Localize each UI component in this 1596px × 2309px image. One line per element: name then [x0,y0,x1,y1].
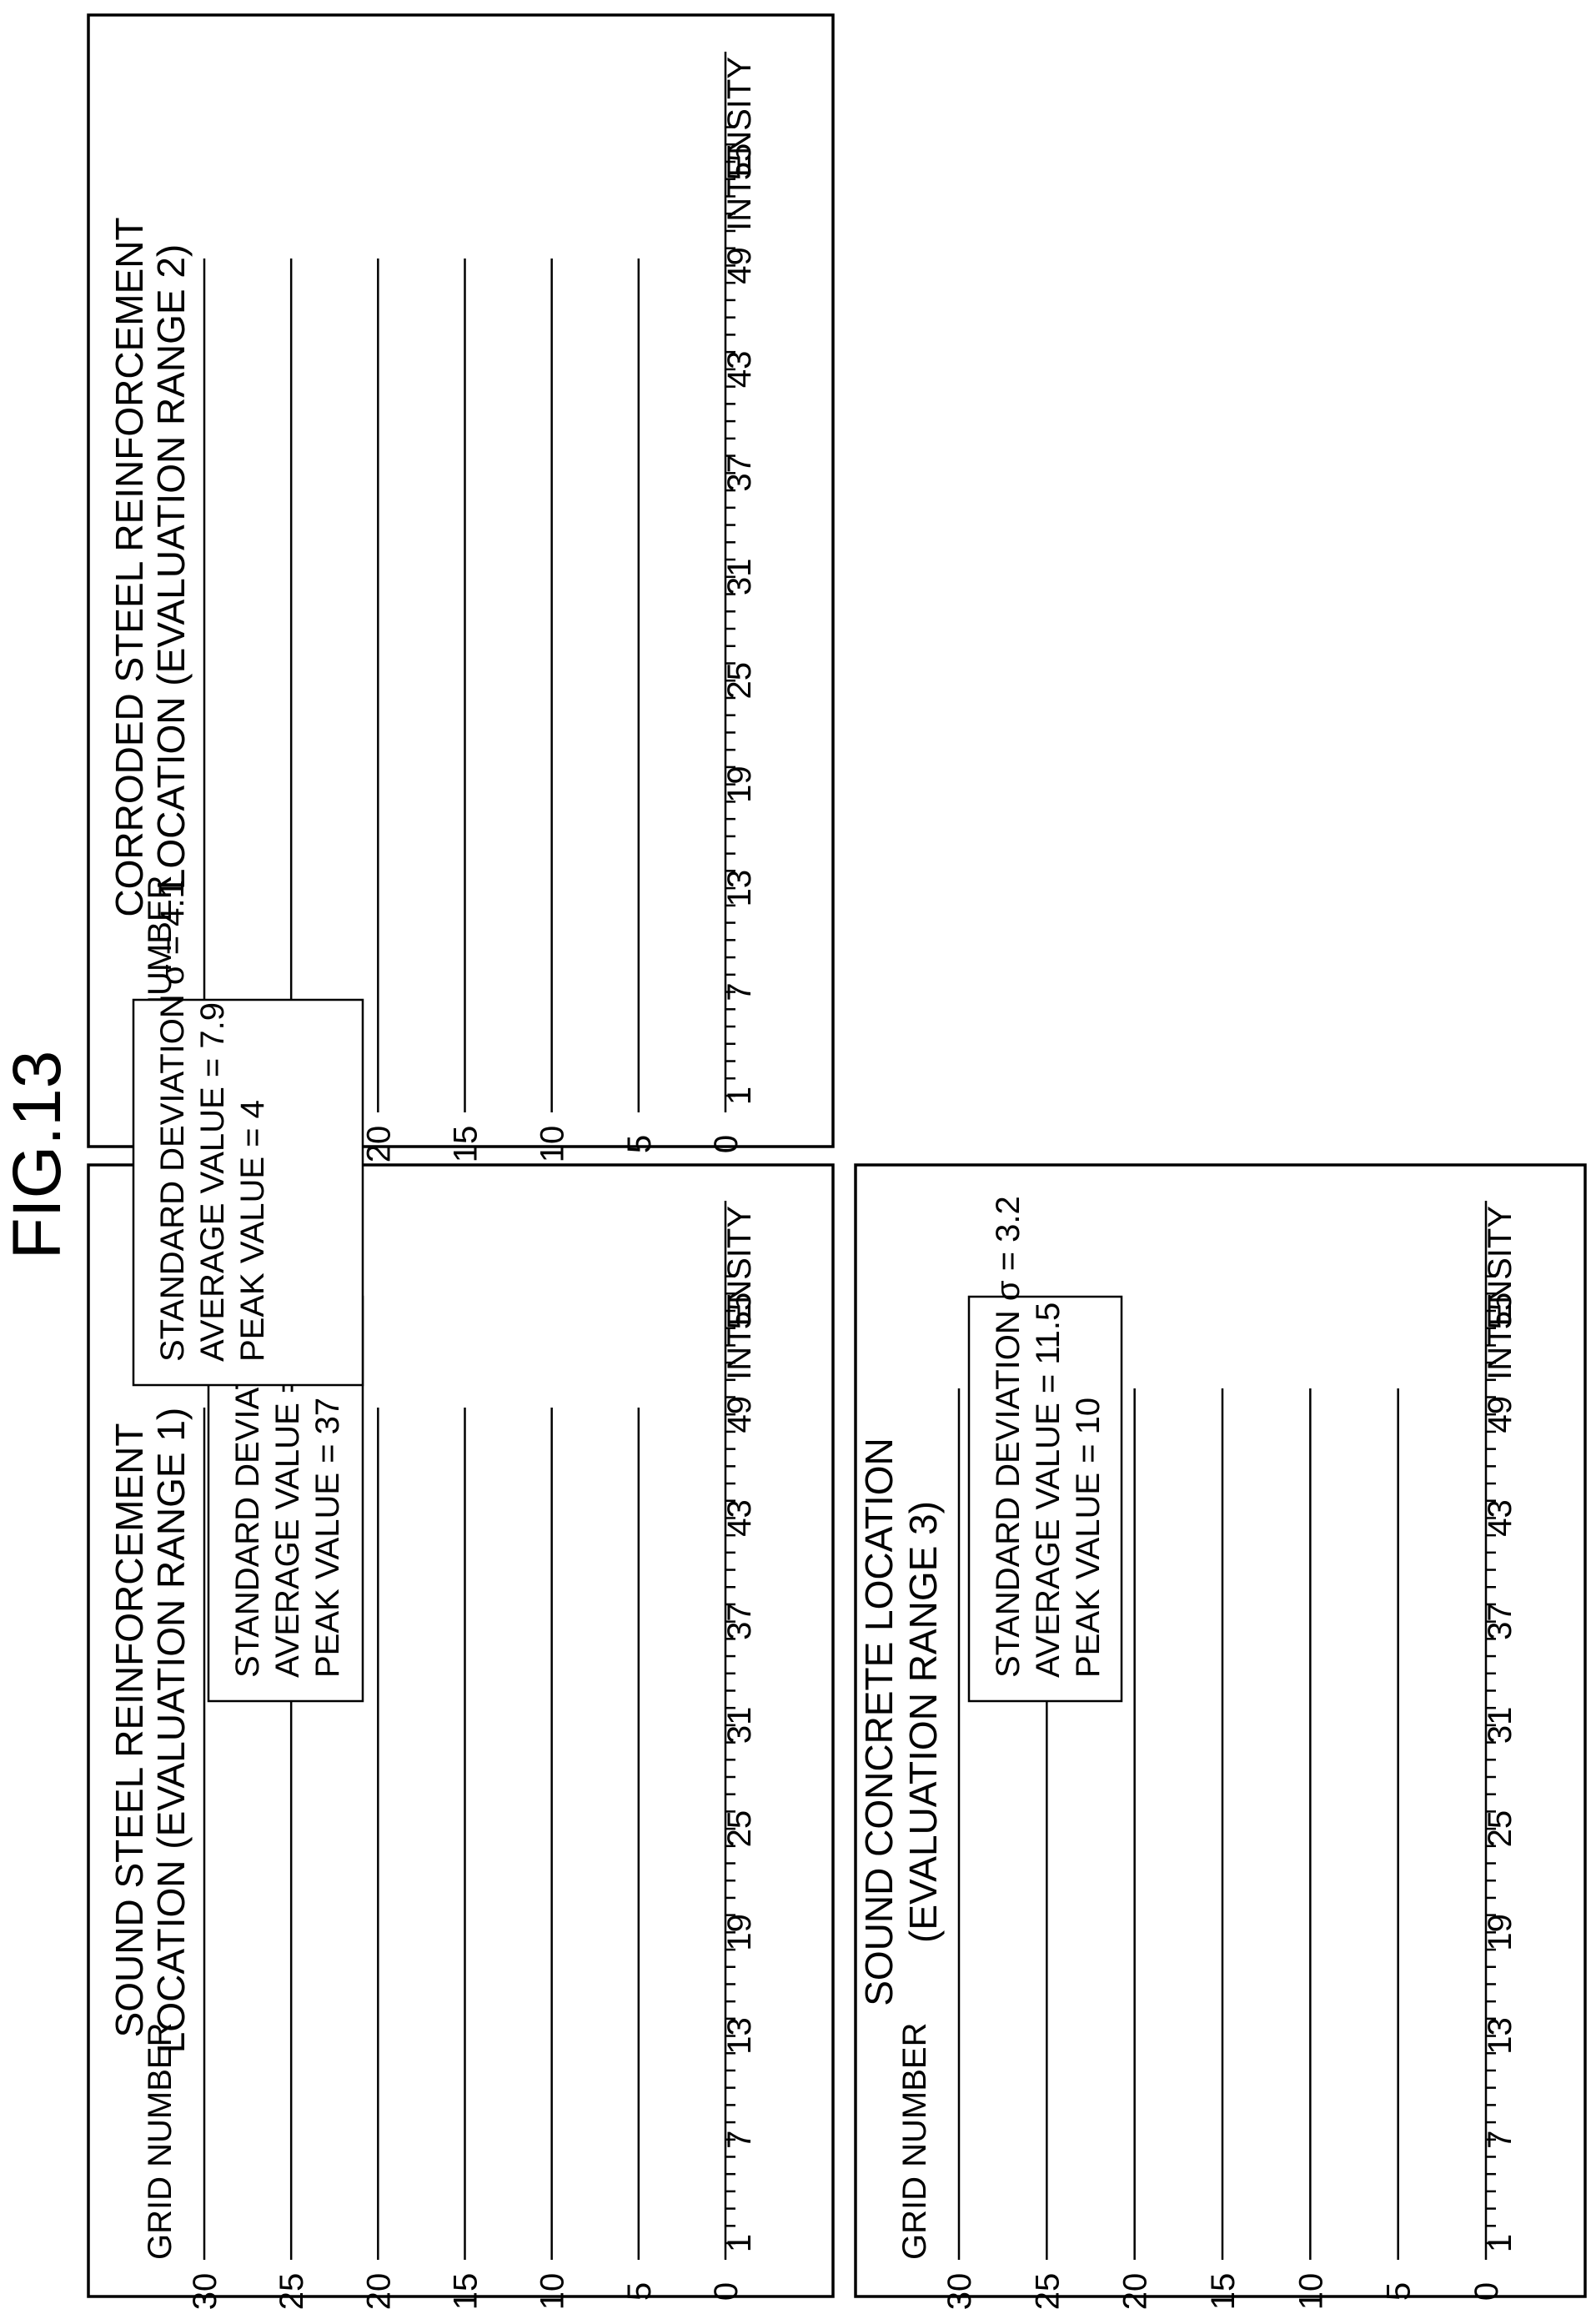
grid-number-tick-label: 7 [721,982,758,1001]
chart-title-line: LOCATION (EVALUATION RANGE 2) [149,244,193,890]
grid-number-tick-label: 7 [1482,2131,1518,2149]
value-tick-label: 0 [708,2282,745,2301]
stats-line: AVERAGE VALUE = 11.5 [1030,1303,1067,1678]
stats-line: STANDARD DEVIATION σ = 4.1 [154,880,191,1362]
value-tick-label: 0 [708,1135,745,1153]
chart-title-line: (EVALUATION RANGE 3) [901,1501,945,1943]
chart-title-line: CORRODED STEEL REINFORCEMENT [108,217,151,916]
panel-frame [87,13,835,1148]
stats-line: STANDARD DEVIATION σ = 3.2 [990,1196,1026,1678]
grid-number-tick-label: 25 [1482,1810,1518,1848]
x-axis-label: INTENSITY [1482,1206,1518,1380]
grid-number-tick-label: 31 [1482,1707,1518,1744]
grid-number-tick-label: 43 [1482,1499,1518,1537]
value-tick-label: 10 [535,1126,571,1163]
grid-number-tick-label: 13 [721,2017,758,2055]
stats-line: PEAK VALUE = 37 [309,1398,346,1678]
grid-number-tick-label: 7 [721,2131,758,2149]
value-tick-label: 20 [1117,2273,1154,2309]
value-tick-label: 15 [448,1126,484,1163]
grid-number-tick-label: 1 [721,2234,758,2252]
grid-number-tick-label: 19 [1482,1914,1518,1951]
grid-number-tick-label: 31 [721,1707,758,1744]
grid-number-tick-label: 55 [721,1293,758,1330]
x-axis-label: INTENSITY [721,1206,758,1380]
grid-number-tick-label: 13 [721,870,758,907]
grid-number-tick-label: 19 [721,1914,758,1951]
grid-number-tick-label: 37 [721,1603,758,1640]
stats-box [967,1295,1123,1703]
stats-line: PEAK VALUE = 10 [1070,1398,1107,1678]
value-tick-label: 15 [1205,2273,1242,2309]
value-tick-label: 30 [941,2273,978,2309]
value-tick-label: 20 [360,1126,397,1163]
grid-number-tick-label: 19 [721,765,758,803]
chart-title-line: SOUND STEEL REINFORCEMENT [108,1423,151,2038]
y-axis-label: GRID NUMBER [142,2023,178,2260]
grid-number-tick-label: 43 [721,351,758,389]
value-tick-label: 15 [448,2273,484,2309]
grid-number-tick-label: 31 [721,559,758,596]
value-tick-label: 5 [621,1135,658,1153]
value-tick-label: 0 [1468,2282,1505,2301]
grid-number-tick-label: 1 [1482,2234,1518,2252]
grid-number-tick-label: 49 [721,247,758,284]
panel-frame [87,1163,835,2298]
grid-number-tick-label: 49 [1482,1396,1518,1433]
value-tick-label: 30 [187,2273,223,2309]
value-tick-label: 20 [360,2273,397,2309]
x-axis-label: INTENSITY [721,57,758,231]
grid-number-tick-label: 37 [721,454,758,492]
grid-number-tick-label: 55 [721,143,758,181]
grid-number-tick-label: 25 [721,662,758,700]
value-tick-label: 10 [1292,2273,1329,2309]
value-tick-label: 10 [535,2273,571,2309]
stats-box [132,998,364,1387]
chart-title-line: SOUND CONCRETE LOCATION [857,1438,901,2006]
figure-title: FIG.13 [0,1051,75,1260]
chart-panel-3: 0 5 10 15 20 25 30 1 7 13 19 25 31 37 43 49 55 GRID NUMBE… [854,1163,1587,2309]
value-tick-label: 25 [274,2273,310,2309]
grid-number-tick-label: 49 [721,1396,758,1433]
y-axis-label: GRID NUMBER [896,2023,933,2260]
value-tick-label: 5 [621,2282,658,2301]
grid-number-tick-label: 1 [721,1087,758,1105]
stats-line: PEAK VALUE = 4 [234,1100,271,1362]
value-tick-label: 25 [1029,2273,1066,2309]
grid-number-tick-label: 25 [721,1810,758,1848]
chart-title-line: LOCATION (EVALUATION RANGE 1) [149,1408,193,2053]
value-tick-label: 5 [1381,2282,1418,2301]
grid-number-tick-label: 55 [1482,1293,1518,1330]
grid-number-tick-label: 37 [1482,1603,1518,1640]
grid-number-tick-label: 13 [1482,2017,1518,2055]
panel-frame [854,1163,1587,2298]
grid-number-tick-label: 43 [721,1499,758,1537]
stats-line: AVERAGE VALUE = 7.9 [194,1002,231,1362]
